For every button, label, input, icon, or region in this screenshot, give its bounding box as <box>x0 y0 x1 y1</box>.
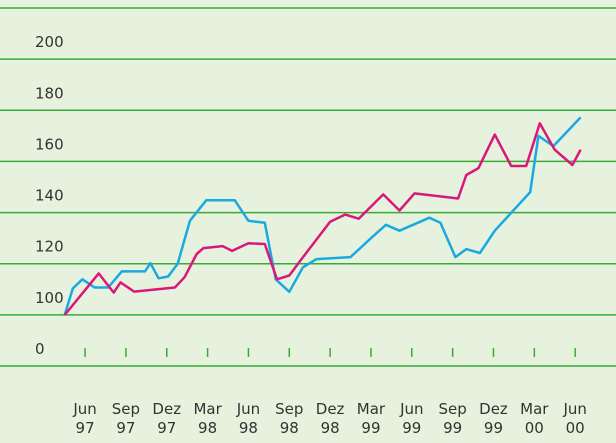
x-tick-label-line: Dez <box>152 400 181 418</box>
x-tick-label: Dez 98 <box>316 400 345 437</box>
y-tick-label: 200 <box>35 33 64 51</box>
x-tick-label-line: 98 <box>239 419 258 437</box>
x-tick-label-line: 97 <box>76 419 95 437</box>
x-tick-label-line: 99 <box>361 419 380 437</box>
x-tick-label: Mar 98 <box>193 400 222 437</box>
x-tick-label-line: Jun <box>236 400 260 418</box>
x-tick-label-line: 97 <box>157 419 176 437</box>
y-tick-label: 160 <box>35 135 64 153</box>
x-tick-label-line: 99 <box>402 419 421 437</box>
y-tick-label: 0 <box>35 340 45 358</box>
x-tick-label: Sep 98 <box>275 400 303 437</box>
x-tick-label: Sep 99 <box>439 400 467 437</box>
x-tick-label-line: 98 <box>280 419 299 437</box>
x-tick-label-line: Mar <box>193 400 222 418</box>
data-line <box>63 116 582 316</box>
x-tick-label-line: Mar <box>520 400 549 418</box>
x-tick-label-line: Mar <box>357 400 386 418</box>
x-tick-label-line: Dez <box>479 400 508 418</box>
x-tick-label: Dez 97 <box>152 400 181 437</box>
x-tick-label-line: 00 <box>566 419 585 437</box>
x-tick-label-line: Sep <box>275 400 303 418</box>
x-tick-label: Jun 98 <box>236 400 260 437</box>
x-tick-label: Sep 97 <box>112 400 140 437</box>
x-tick-label-line: 00 <box>525 419 544 437</box>
x-tick-label-line: Sep <box>439 400 467 418</box>
y-tick-label: 100 <box>35 289 64 307</box>
x-tick-label-line: Jun <box>72 400 96 418</box>
x-tick-label-line: 98 <box>198 419 217 437</box>
x-tick-label-line: Jun <box>562 400 586 418</box>
x-tick-label-line: 99 <box>484 419 503 437</box>
x-tick-label: Jun 99 <box>399 400 423 437</box>
x-tick-label-line: 99 <box>443 419 462 437</box>
x-tick-label: Jun 97 <box>72 400 96 437</box>
data-line <box>63 122 582 316</box>
x-tick-label: Jun 00 <box>562 400 586 437</box>
x-tick-label-line: 98 <box>321 419 340 437</box>
x-tick-label: Mar 99 <box>357 400 386 437</box>
x-tick-label-line: Sep <box>112 400 140 418</box>
y-tick-label: 120 <box>35 238 64 256</box>
x-tick-label: Mar 00 <box>520 400 549 437</box>
x-tick-label: Dez 99 <box>479 400 508 437</box>
x-tick-label-line: Dez <box>316 400 345 418</box>
x-tick-label-line: Jun <box>399 400 423 418</box>
x-tick-label-line: 97 <box>116 419 135 437</box>
y-tick-label: 180 <box>35 84 64 102</box>
y-tick-label: 140 <box>35 187 64 205</box>
